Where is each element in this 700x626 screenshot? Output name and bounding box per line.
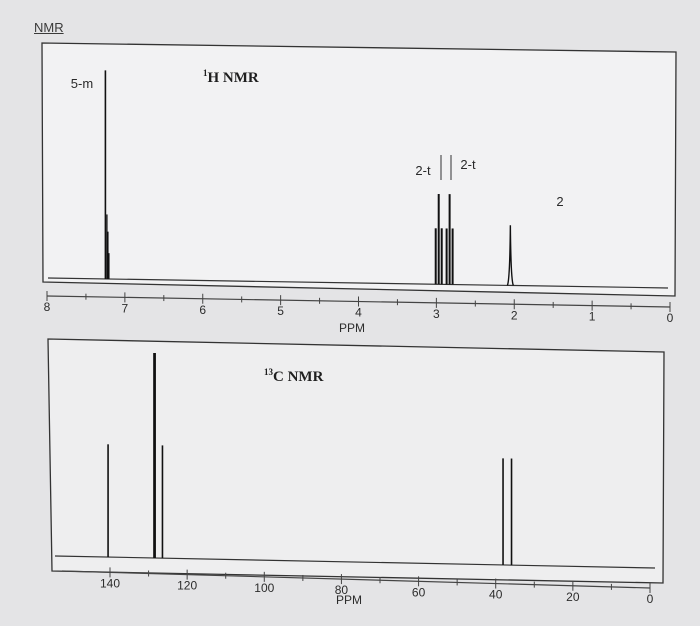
- h-nmr-tick-label: 3: [433, 307, 440, 321]
- h-nmr-peak-line: [506, 225, 515, 286]
- c-nmr-tick-label: 40: [489, 588, 503, 602]
- c-nmr-title-text: C NMR: [273, 369, 324, 385]
- h-nmr-title-text: H NMR: [208, 70, 259, 86]
- c-nmr-tick-label: 60: [412, 585, 426, 599]
- c-nmr-tick-label: 20: [566, 590, 580, 604]
- h-nmr-tick-label: 0: [667, 311, 674, 325]
- h-nmr-tick-label: 8: [44, 300, 51, 314]
- h-nmr-tick-label: 6: [199, 303, 206, 317]
- h-nmr-peak: [506, 225, 515, 286]
- h-nmr-baseline: [47, 277, 669, 289]
- c-nmr-tick-label: 100: [254, 581, 274, 595]
- c-nmr-peaks: [54, 352, 656, 569]
- c-nmr-tick-label: 140: [100, 576, 120, 590]
- h-nmr-peak: [104, 70, 110, 279]
- h-nmr-frame: [41, 42, 677, 297]
- c-nmr-frame: [47, 338, 665, 584]
- h-nmr-peak-label: 5-m: [71, 76, 93, 91]
- h-nmr-xlabel: PPM: [339, 321, 365, 335]
- h-nmr-peak-label: 2-t: [415, 163, 431, 178]
- h-nmr-tick-label: 7: [122, 301, 129, 315]
- h-nmr-peak: [445, 194, 454, 285]
- h-nmr-tick-label: 2: [511, 308, 518, 322]
- h-nmr-peak-label: 2: [556, 194, 563, 209]
- c-nmr-x-axis: [61, 570, 651, 589]
- h-nmr-title: 1H NMR: [203, 68, 259, 86]
- h-nmr-peak-labels: 5-m 2-t 2-t 2: [71, 76, 564, 209]
- h-nmr-tick-label: 5: [277, 304, 284, 318]
- h-nmr-tick-label: 4: [355, 306, 362, 320]
- h-nmr-peak-label: 2-t: [460, 157, 476, 172]
- c-nmr-title-superscript: 13: [264, 367, 274, 377]
- c-nmr-tick-label: 80: [335, 583, 349, 597]
- c-nmr-chart: 13C NMR PPM 140 120 100 80 60 40 20 0: [47, 338, 665, 607]
- h-nmr-peak: [434, 193, 443, 285]
- c-nmr-xlabel: PPM: [336, 593, 362, 607]
- c-nmr-tick-label: 120: [177, 579, 197, 593]
- c-nmr-title: 13C NMR: [264, 367, 324, 385]
- c-nmr-ticks: 140 120 100 80 60 40 20 0: [61, 567, 654, 606]
- h-nmr-tick-label: 1: [589, 310, 596, 324]
- c-nmr-tick-label: 0: [647, 592, 654, 606]
- h-nmr-ticks: 8 7 6 5 4 3 2 1 0: [44, 291, 674, 325]
- h-nmr-title-superscript: 1: [203, 68, 208, 78]
- page-title: NMR: [34, 20, 64, 35]
- h-nmr-peaks: [47, 70, 669, 289]
